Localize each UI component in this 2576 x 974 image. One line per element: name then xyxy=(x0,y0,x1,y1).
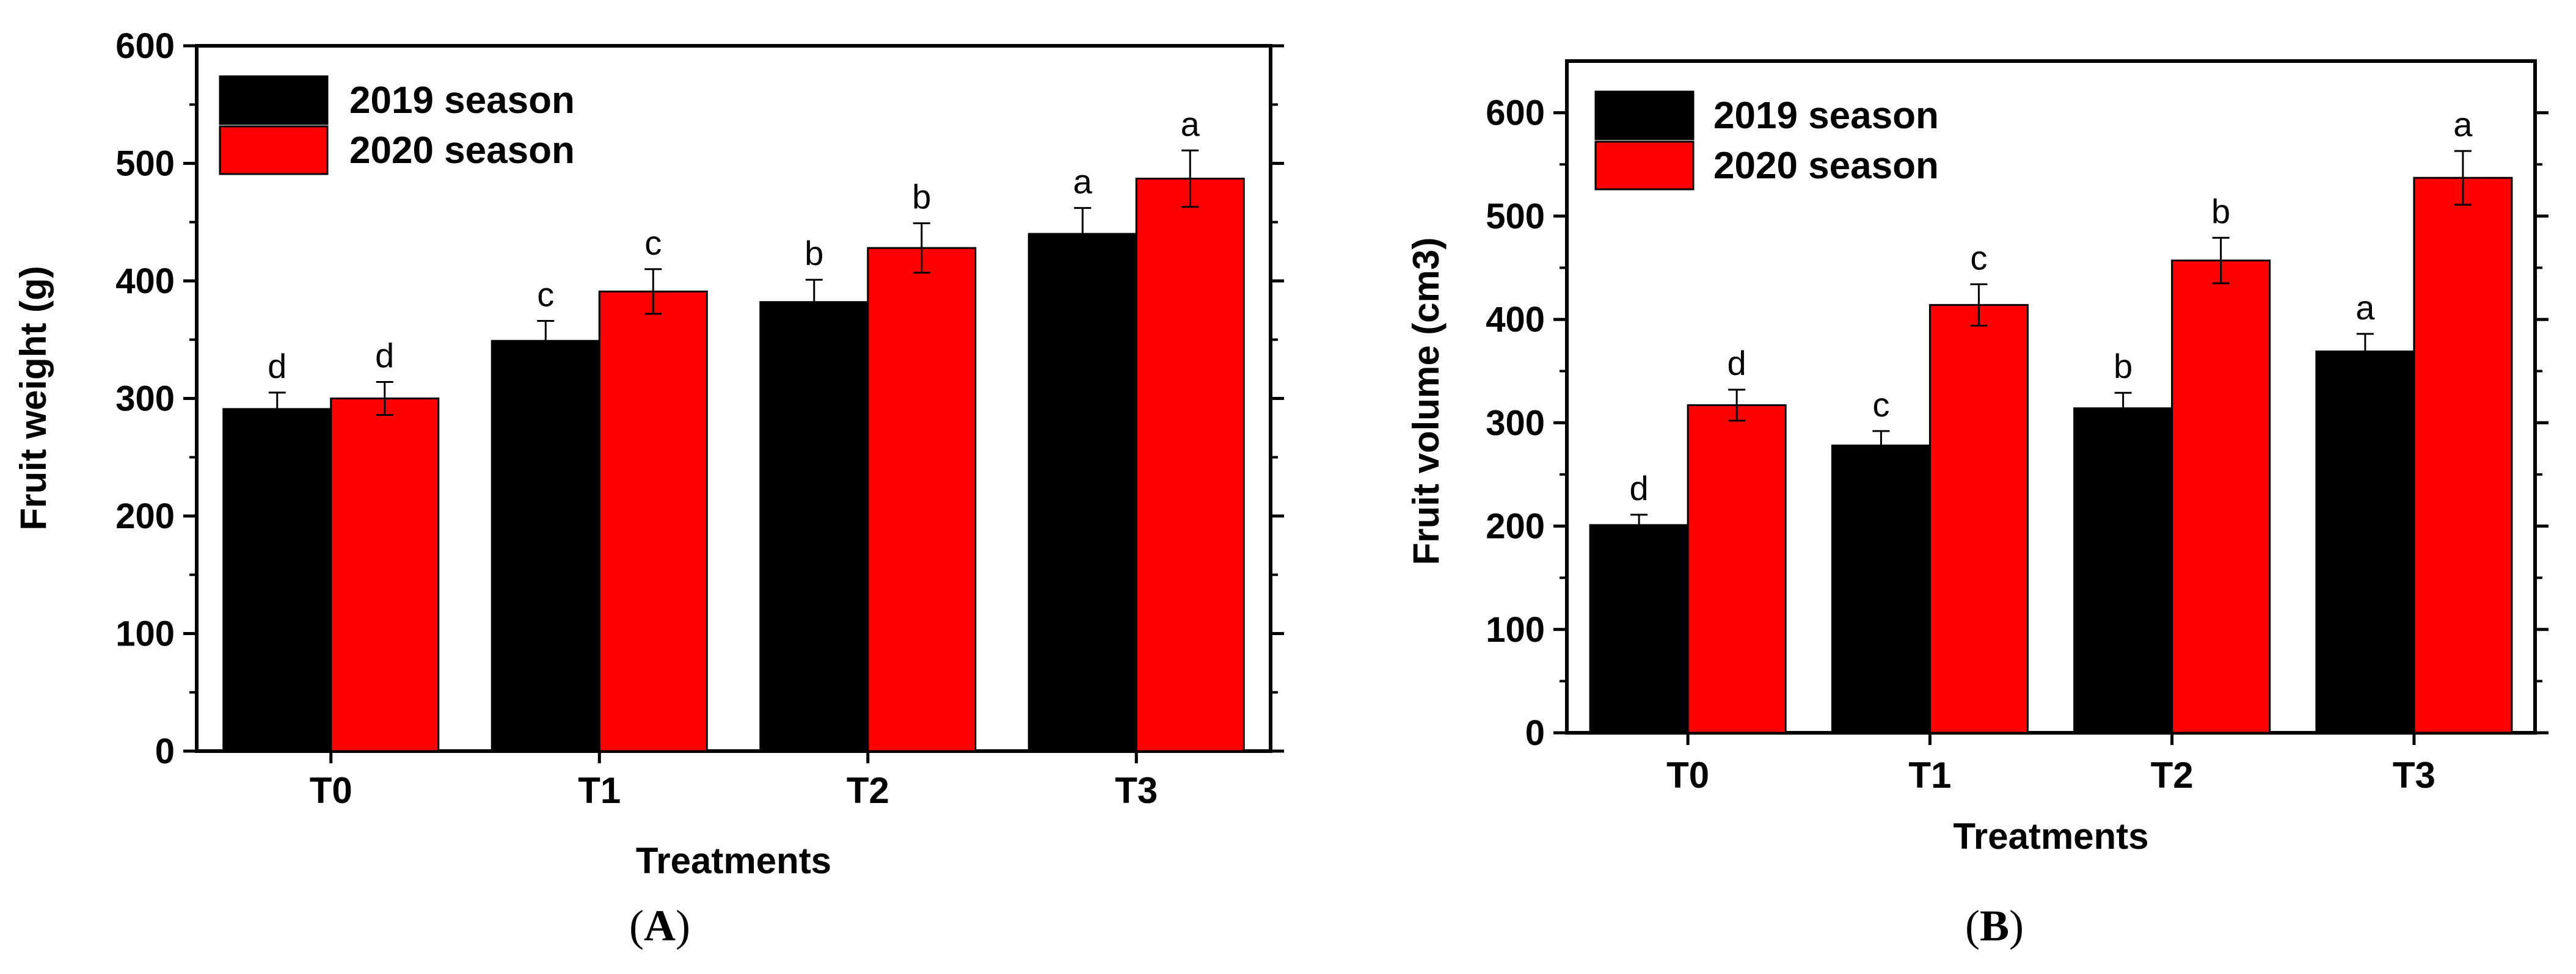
significance-label: c xyxy=(1872,385,1889,424)
bar-2020-season-T0 xyxy=(1687,404,1787,734)
y-tick-label: 300 xyxy=(115,379,175,419)
legend-swatch xyxy=(219,75,329,125)
significance-label: d xyxy=(1630,469,1649,507)
y-tick-label: 400 xyxy=(115,261,175,301)
y-tick-label: 100 xyxy=(115,614,175,654)
x-tick-label: T3 xyxy=(2393,755,2436,796)
legend-swatch xyxy=(1594,140,1695,191)
y-tick-label: 500 xyxy=(1486,197,1545,236)
y-tick-label: 100 xyxy=(1486,610,1545,650)
significance-label: d xyxy=(268,347,286,385)
y-axis-label: Fruit volume (cm3) xyxy=(1406,238,1447,565)
bar-2020-season-T3 xyxy=(2413,176,2513,734)
bar-2019-season-T0 xyxy=(222,408,332,752)
bar-2020-season-T2 xyxy=(2171,260,2271,734)
y-tick-label: 200 xyxy=(115,496,175,536)
significance-label: a xyxy=(2355,288,2375,327)
y-tick-label: 200 xyxy=(1486,507,1545,547)
bar-2019-season-T2 xyxy=(759,301,869,752)
x-tick-label: T3 xyxy=(1115,770,1158,811)
bar-2020-season-T1 xyxy=(598,290,708,752)
significance-label: a xyxy=(2453,105,2473,144)
y-axis-label: Fruit weight (g) xyxy=(13,266,54,530)
bar-2019-season-T1 xyxy=(491,340,600,752)
significance-label: b xyxy=(2211,192,2230,230)
x-axis-label: Treatments xyxy=(1953,816,2148,857)
significance-label: d xyxy=(375,336,394,375)
chart-panel-b: 0 100 200 300 400 500 600 T0 d d T1 c c T2 b b T3 a a Treat… xyxy=(1406,59,2549,857)
y-tick-label: 400 xyxy=(1486,300,1545,340)
x-tick-label: T1 xyxy=(1908,755,1951,796)
bar-2020-season-T0 xyxy=(330,398,440,752)
legend-swatch xyxy=(1594,90,1695,140)
y-tick-label: 600 xyxy=(1486,93,1545,133)
bar-2020-season-T1 xyxy=(1928,303,2029,734)
y-tick-label: 500 xyxy=(115,144,175,184)
y-tick-label: 0 xyxy=(155,732,175,771)
x-tick-label: T2 xyxy=(2151,755,2194,796)
bar-2019-season-T1 xyxy=(1831,445,1931,734)
y-tick-label: 300 xyxy=(1486,403,1545,443)
x-axis-label: Treatments xyxy=(636,840,831,881)
significance-label: d xyxy=(1728,344,1746,382)
significance-label: a xyxy=(1073,162,1093,201)
bar-2019-season-T3 xyxy=(2315,351,2415,734)
legend-label: 2020 season xyxy=(349,129,575,172)
panel-tag: (A) xyxy=(629,901,690,950)
significance-label: c xyxy=(537,275,554,313)
legend-label: 2020 season xyxy=(1713,145,1939,187)
legend-label: 2019 season xyxy=(1713,95,1939,137)
bar-2020-season-T2 xyxy=(867,247,977,752)
bar-2019-season-T0 xyxy=(1589,524,1689,734)
significance-label: c xyxy=(1970,239,1987,277)
chart-panel-a: 0 100 200 300 400 500 600 T0 d d T1 c c T2 b b T3 a a Treat… xyxy=(13,26,1284,881)
x-tick-label: T1 xyxy=(578,770,621,811)
legend-label: 2019 season xyxy=(349,79,575,122)
significance-label: c xyxy=(644,224,662,262)
bar-2019-season-T3 xyxy=(1027,233,1137,752)
significance-label: a xyxy=(1181,104,1200,143)
significance-label: b xyxy=(912,178,931,216)
x-tick-label: T2 xyxy=(847,770,889,811)
panel-tag: (B) xyxy=(1965,901,2024,950)
x-tick-label: T0 xyxy=(310,770,352,811)
significance-label: b xyxy=(805,234,823,272)
legend-swatch xyxy=(219,125,329,175)
bar-2019-season-T2 xyxy=(2073,407,2173,734)
plot-frame xyxy=(1565,59,2537,735)
significance-label: b xyxy=(2114,347,2133,385)
y-tick-label: 0 xyxy=(1525,713,1545,753)
bar-2020-season-T3 xyxy=(1135,178,1245,752)
x-tick-label: T0 xyxy=(1666,755,1709,796)
y-tick-label: 600 xyxy=(115,26,175,66)
